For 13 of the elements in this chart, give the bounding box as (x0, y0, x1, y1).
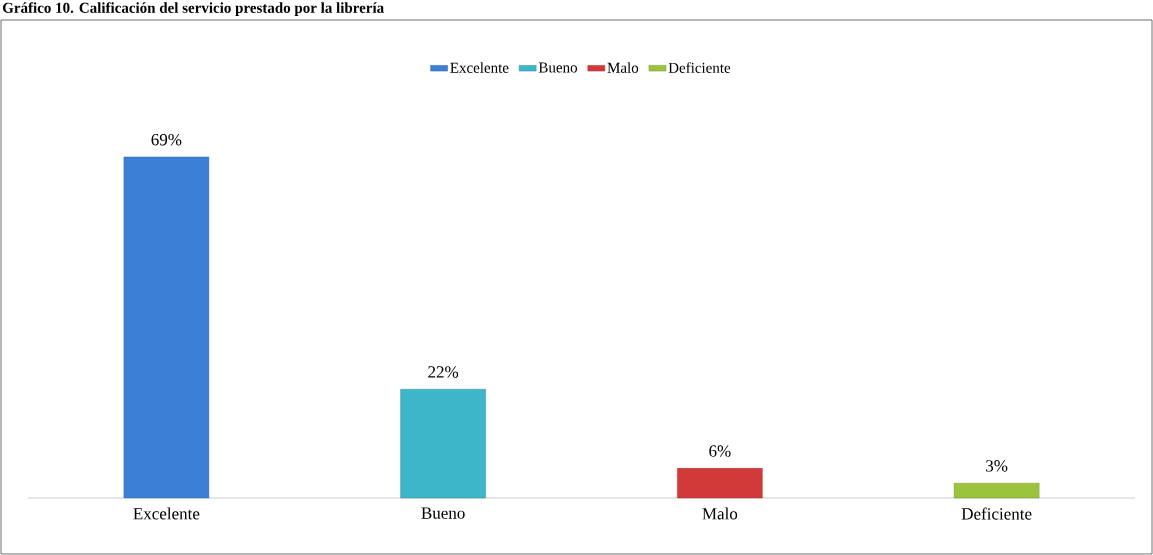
legend-label: Malo (607, 62, 639, 73)
x-tick-label: Excelente (133, 507, 200, 520)
x-tick-label: Deficiente (961, 507, 1032, 520)
x-tick-label: Bueno (421, 507, 465, 519)
data-label: 69% (151, 133, 182, 146)
chart-title: Gráfico 10. Calificación del servicio prestado por la librería (2, 2, 384, 16)
x-tick-label: Malo (702, 507, 738, 520)
legend-label: Bueno (538, 62, 578, 73)
legend-label: Excelente (450, 62, 509, 73)
data-label: 22% (428, 366, 459, 378)
data-label: 3% (986, 460, 1008, 472)
data-label: 6% (709, 445, 731, 457)
legend-label: Deficiente (668, 62, 731, 73)
